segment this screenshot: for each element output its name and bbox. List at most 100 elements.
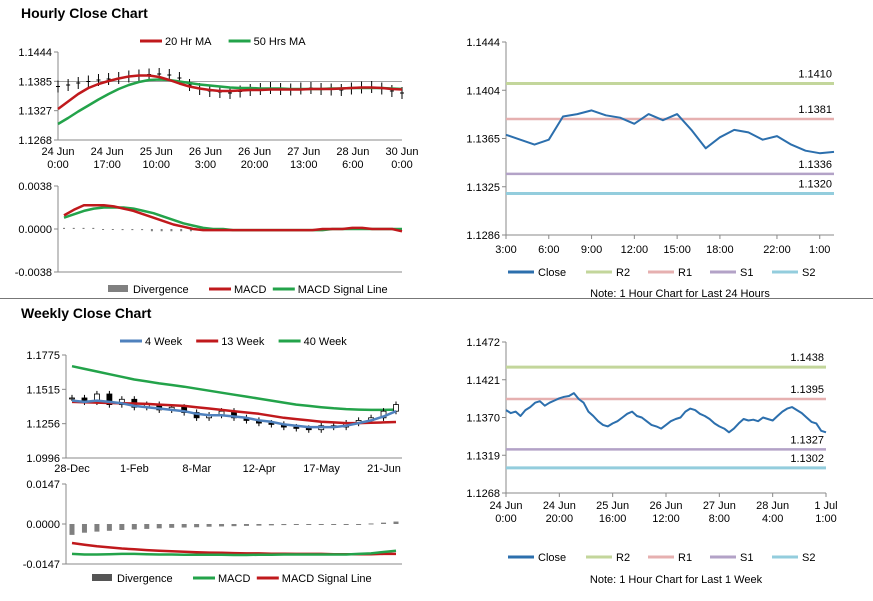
- weekly-1w-xtick-date: 26 Jun: [649, 500, 682, 512]
- hourly-macd-divergence-bar: [160, 229, 163, 232]
- weekly-macd-divergence-bar: [206, 524, 212, 527]
- weekly-macd-divergence-bar: [268, 524, 274, 526]
- weekly-macd-divergence-bar: [156, 524, 162, 529]
- hourly-macd-divergence-bar: [189, 229, 192, 232]
- hourly-24h-level-label-r1: 1.1381: [798, 104, 832, 116]
- weekly-macd-ytick-label: 0.0000: [26, 519, 60, 531]
- weekly-price-candle-body: [293, 426, 300, 429]
- hourly-macd-legend-label: MACD Signal Line: [298, 284, 388, 296]
- hourly-24h-xtick-label: 22:00: [763, 244, 791, 256]
- hourly-24h-level-label-s2: 1.1320: [798, 178, 832, 190]
- section-divider: [0, 298, 873, 299]
- hourly-price-xtick-date: 25 Jun: [140, 146, 173, 158]
- weekly-price-40wk-ma: [71, 364, 397, 412]
- hourly-macd-ytick-label: -0.0038: [15, 267, 52, 279]
- hourly-24h-xtick-label: 1:00: [809, 244, 830, 256]
- hourly-macd-divergence-bar: [170, 229, 173, 232]
- hourly-macd-divergence-bar: [63, 227, 65, 229]
- hourly-macd-divergence-bar: [180, 229, 183, 232]
- hourly-24h-legend-label: Close: [538, 267, 566, 279]
- weekly-macd-divergence-bar: [144, 524, 150, 529]
- hourly-price-ytick-label: 1.1444: [18, 47, 52, 59]
- weekly-macd-divergence-bar: [69, 524, 75, 535]
- weekly-price-xtick-label: 21-Jun: [367, 463, 401, 475]
- hourly-macd-divergence-bar: [72, 227, 75, 229]
- weekly-macd-divergence-bar: [381, 522, 387, 524]
- weekly-1w-xtick-date: 1 Jul: [814, 500, 837, 512]
- weekly-price-candle-body: [69, 397, 75, 400]
- hourly-price-xtick-time: 0:00: [391, 159, 412, 171]
- weekly-1w-ytick-label: 1.1472: [466, 337, 500, 349]
- weekly-1w-xtick-time: 16:00: [599, 513, 627, 525]
- hourly-24h-level-label-s1: 1.1336: [798, 159, 832, 171]
- weekly-price-candle-body: [268, 422, 275, 425]
- weekly-macd-divergence-bar: [231, 524, 237, 527]
- weekly-1w-xtick-time: 4:00: [762, 513, 783, 525]
- hourly-macd-divergence-bar: [141, 229, 144, 231]
- weekly-1w-ytick-label: 1.1421: [466, 375, 500, 387]
- hourly-macd-divergence-bar: [92, 227, 95, 229]
- hourly-price-legend-label: 50 Hrs MA: [254, 36, 307, 48]
- weekly-1w-xtick-date: 24 Jun: [489, 500, 522, 512]
- weekly-macd-divergence-bar: [194, 524, 200, 528]
- weekly-macd-divergence-bar: [219, 524, 225, 527]
- weekly-1w-xtick-date: 24 Jun: [543, 500, 576, 512]
- hourly-24h-close-line: [505, 109, 835, 155]
- weekly-price-legend-label: 13 Week: [221, 336, 265, 348]
- weekly-price-xtick-label: 8-Mar: [182, 463, 211, 475]
- weekly-macd-signal-line: [71, 541, 396, 556]
- hourly-macd-divergence-bar: [102, 229, 105, 230]
- weekly-1w-legend-label: S2: [802, 552, 815, 564]
- weekly-1w-ytick-label: 1.1268: [466, 488, 500, 500]
- weekly-macd-divergence-bar: [356, 524, 362, 525]
- weekly-1w-xtick-time: 8:00: [709, 513, 730, 525]
- weekly-macd-legend-label: MACD Signal Line: [282, 573, 372, 585]
- hourly-24h-legend-label: S1: [740, 267, 753, 279]
- hourly-macd-signal-line: [63, 206, 402, 232]
- hourly-24h-xtick-label: 18:00: [706, 244, 734, 256]
- weekly-macd-divergence-bar: [181, 524, 187, 528]
- weekly-macd-ytick-label: 0.0147: [26, 479, 60, 491]
- weekly-1w-xtick-date: 27 Jun: [703, 500, 736, 512]
- weekly-1w-xtick-time: 0:00: [495, 513, 516, 525]
- weekly-price-ytick-label: 1.1515: [26, 384, 60, 396]
- hourly-price-xtick-date: 24 Jun: [41, 146, 74, 158]
- weekly-1w-xtick-date: 28 Jun: [756, 500, 789, 512]
- hourly-price-xtick-time: 6:00: [342, 159, 363, 171]
- hourly-macd-divergence-bar: [131, 229, 134, 231]
- hourly-24h-xtick-label: 3:00: [495, 244, 516, 256]
- hourly-price-xtick-time: 10:00: [143, 159, 171, 171]
- hourly-macd-ytick-label: 0.0000: [18, 224, 52, 236]
- weekly-macd-divergence-bar: [81, 524, 87, 533]
- hourly-24h-xtick-label: 6:00: [538, 244, 559, 256]
- weekly-macd-divergence-bar: [343, 524, 349, 525]
- hourly-macd-legend-label: Divergence: [133, 284, 189, 296]
- weekly-price-xtick-label: 1-Feb: [120, 463, 149, 475]
- weekly-macd-divergence-bar: [293, 524, 299, 525]
- hourly-24h-xtick-label: 15:00: [663, 244, 691, 256]
- hourly-24h-ytick-label: 1.1286: [466, 230, 500, 242]
- hourly-24h-ytick-label: 1.1325: [466, 182, 500, 194]
- hourly-macd-divergence-bar: [150, 229, 153, 232]
- hourly-macd-divergence-bar: [82, 227, 85, 229]
- hourly-price-xtick-time: 13:00: [290, 159, 318, 171]
- weekly-1w-xtick-date: 25 Jun: [596, 500, 629, 512]
- hourly-24h-legend-label: S2: [802, 267, 815, 279]
- hourly-24h-ytick-label: 1.1365: [466, 134, 500, 146]
- weekly-1w-xtick-time: 12:00: [652, 513, 680, 525]
- weekly-macd-divergence-bar: [131, 524, 137, 530]
- weekly-macd-legend-label: Divergence: [117, 573, 173, 585]
- weekly-price-legend-label: 40 Week: [304, 336, 348, 348]
- weekly-macd-divergence-bar: [169, 524, 175, 528]
- weekly-1w-level-label-s1: 1.1327: [790, 434, 824, 446]
- weekly-section-title: Weekly Close Chart: [21, 305, 152, 321]
- weekly-price-candle-body: [305, 427, 312, 431]
- hourly-price-xtick-time: 3:00: [195, 159, 216, 171]
- hourly-price-xtick-time: 0:00: [47, 159, 68, 171]
- weekly-1w-legend-label: Close: [538, 552, 566, 564]
- hourly-24h-level-label-r2: 1.1410: [798, 69, 832, 81]
- weekly-macd-line: [71, 549, 397, 557]
- weekly-macd-divergence-bar: [119, 524, 125, 530]
- hourly-price-xtick-date: 26 Jun: [238, 146, 271, 158]
- weekly-price-xtick-label: 28-Dec: [54, 463, 90, 475]
